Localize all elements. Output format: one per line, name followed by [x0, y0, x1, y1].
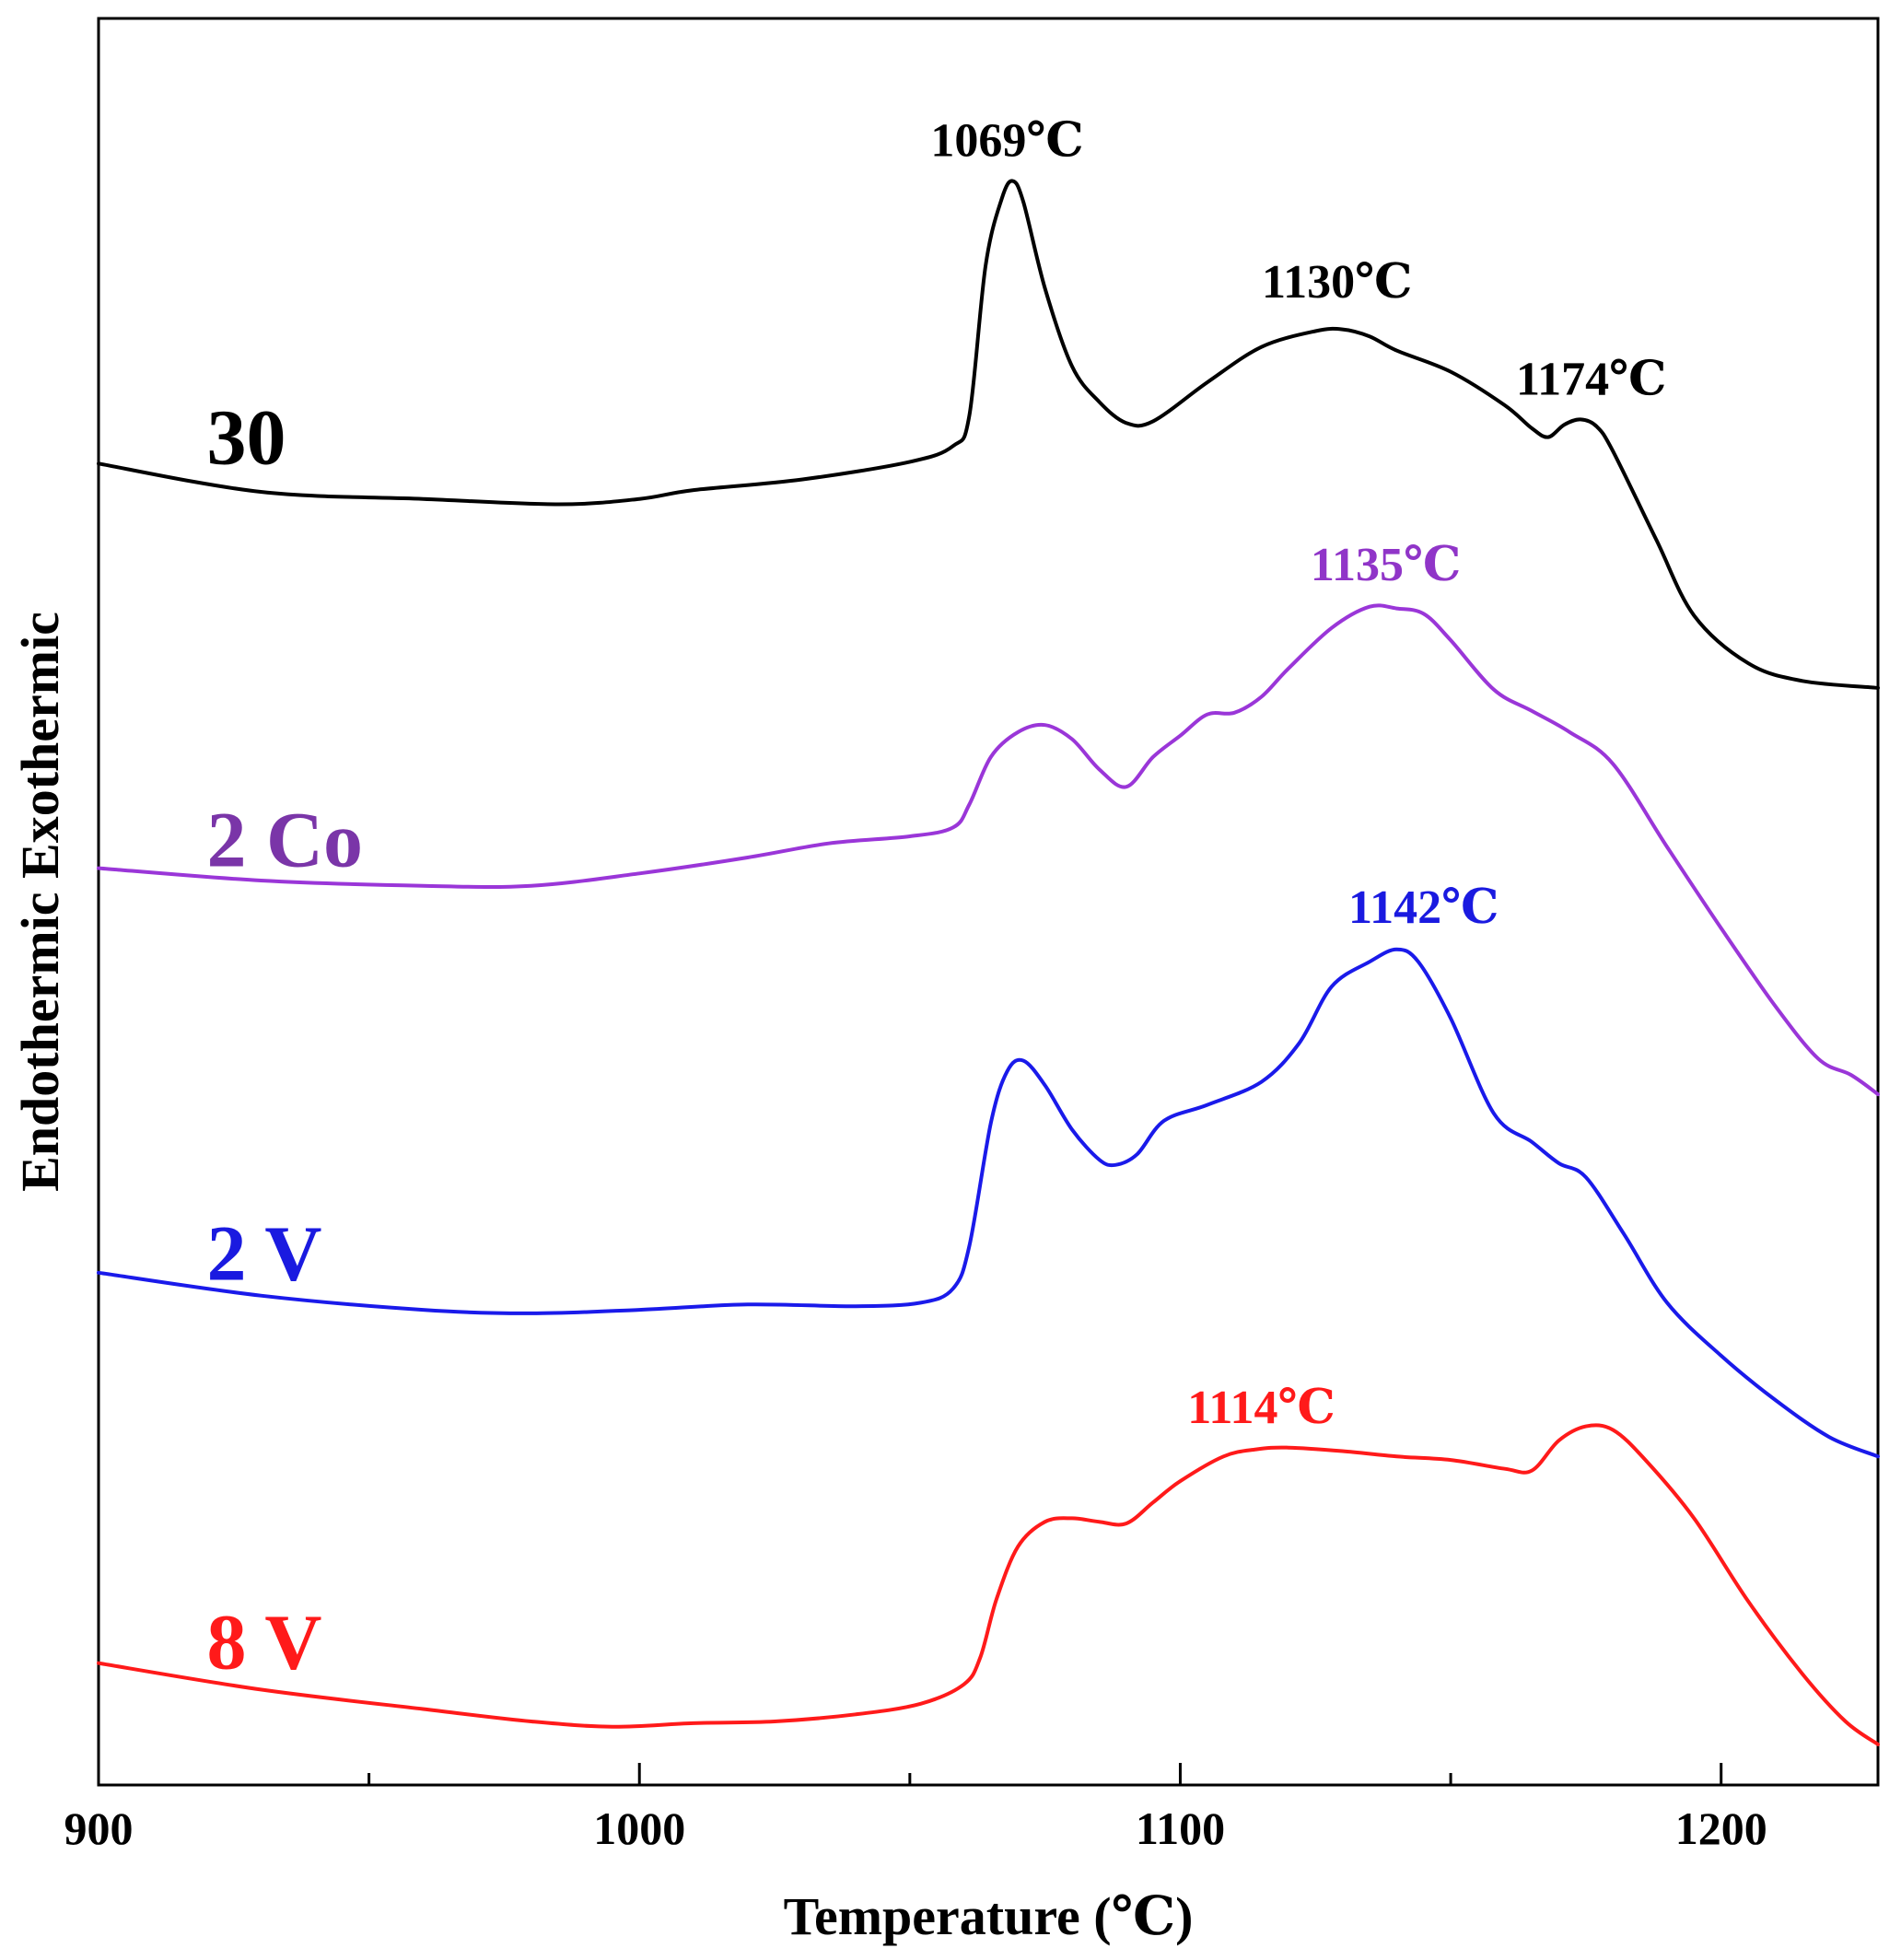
- x-axis-ticks: 900 1000 1100 1200: [64, 1763, 1767, 1854]
- peak-annotation: 1114℃: [1187, 1382, 1335, 1434]
- x-tick-label: 1100: [1136, 1802, 1225, 1854]
- series-labels: 30 2 Co 2 V 8 V: [206, 392, 363, 1686]
- x-tick-label: 1200: [1675, 1802, 1767, 1854]
- peak-annotations: 1069℃ 1130℃ 1174℃ 1135℃ 1142℃ 1114℃: [930, 115, 1666, 1434]
- y-axis-title: Endothermic Exothermic: [10, 612, 70, 1192]
- series-line-2: [97, 947, 1880, 1459]
- series-line-1: [97, 603, 1880, 1097]
- x-tick-label: 900: [64, 1802, 134, 1854]
- x-tick-label: 1000: [593, 1802, 685, 1854]
- x-axis-title: Temperature (℃): [784, 1886, 1194, 1946]
- peak-annotation: 1069℃: [930, 115, 1083, 168]
- series-line-3: [97, 1423, 1880, 1746]
- plot-frame: [97, 17, 1880, 1787]
- series-label: 2 Co: [206, 796, 363, 884]
- peak-annotation: 1142℃: [1348, 881, 1499, 934]
- series-label: 30: [206, 392, 286, 481]
- series-label: 2 V: [206, 1208, 321, 1297]
- peak-annotation: 1174℃: [1516, 354, 1666, 406]
- series-line-0: [97, 179, 1880, 690]
- series-lines: [97, 179, 1880, 1746]
- peak-annotation: 1130℃: [1262, 256, 1412, 309]
- series-label: 8 V: [206, 1597, 321, 1686]
- peak-annotation: 1135℃: [1311, 539, 1461, 591]
